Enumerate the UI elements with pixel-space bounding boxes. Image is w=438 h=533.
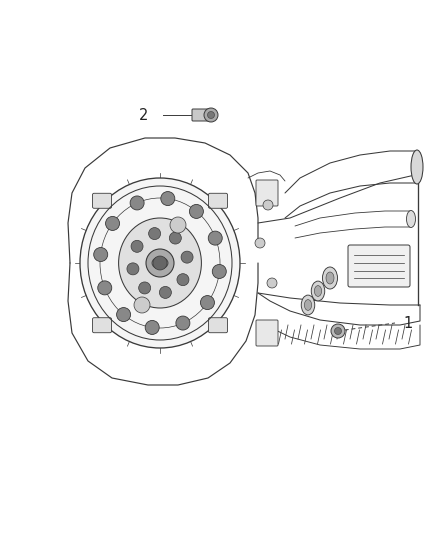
Ellipse shape	[152, 257, 168, 269]
Circle shape	[159, 286, 171, 298]
Ellipse shape	[314, 286, 321, 296]
Circle shape	[255, 238, 265, 248]
Circle shape	[106, 216, 120, 230]
Circle shape	[208, 111, 215, 118]
Circle shape	[146, 249, 174, 277]
Circle shape	[153, 256, 167, 270]
Ellipse shape	[80, 178, 240, 348]
Circle shape	[189, 205, 203, 219]
Circle shape	[161, 191, 175, 206]
Ellipse shape	[411, 150, 423, 184]
Circle shape	[201, 296, 215, 310]
Ellipse shape	[311, 281, 325, 301]
Circle shape	[331, 324, 345, 338]
Circle shape	[148, 228, 161, 239]
Circle shape	[134, 297, 150, 313]
Circle shape	[127, 263, 139, 275]
Circle shape	[176, 316, 190, 330]
Circle shape	[94, 247, 108, 262]
Text: 2: 2	[138, 108, 148, 123]
Circle shape	[170, 217, 186, 233]
FancyBboxPatch shape	[92, 318, 112, 333]
Ellipse shape	[406, 211, 416, 228]
Circle shape	[335, 327, 342, 335]
Ellipse shape	[326, 272, 334, 284]
Ellipse shape	[119, 218, 201, 308]
Ellipse shape	[301, 295, 315, 315]
Circle shape	[131, 240, 143, 252]
Circle shape	[139, 282, 151, 294]
Circle shape	[130, 196, 144, 210]
Circle shape	[181, 251, 193, 263]
Circle shape	[117, 308, 131, 321]
Circle shape	[177, 273, 189, 286]
Circle shape	[208, 231, 222, 245]
Circle shape	[263, 200, 273, 210]
FancyBboxPatch shape	[256, 320, 278, 346]
Circle shape	[145, 320, 159, 334]
FancyBboxPatch shape	[256, 180, 278, 206]
Circle shape	[267, 278, 277, 288]
Circle shape	[98, 281, 112, 295]
Ellipse shape	[304, 300, 311, 310]
Text: 1: 1	[403, 316, 412, 330]
FancyBboxPatch shape	[208, 318, 227, 333]
Circle shape	[212, 264, 226, 278]
Circle shape	[170, 232, 181, 244]
FancyBboxPatch shape	[208, 193, 227, 208]
FancyBboxPatch shape	[348, 245, 410, 287]
FancyBboxPatch shape	[192, 109, 212, 121]
Circle shape	[204, 108, 218, 122]
Ellipse shape	[322, 267, 338, 289]
FancyBboxPatch shape	[92, 193, 112, 208]
